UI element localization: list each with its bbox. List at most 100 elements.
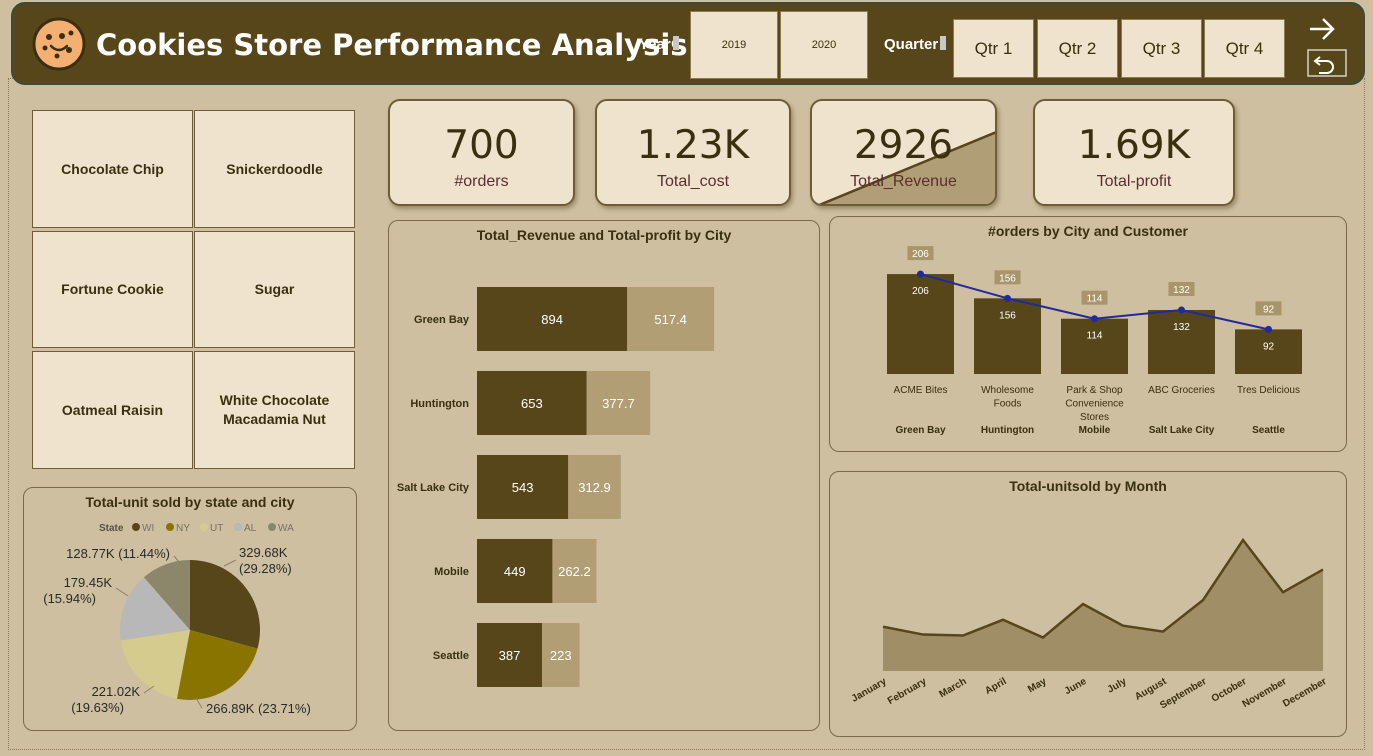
profit-bar: [568, 455, 621, 519]
line-label-bg: [907, 246, 934, 261]
pie-slice: [176, 630, 258, 700]
revenue-bar: [477, 371, 587, 435]
legend-marker: [132, 523, 140, 531]
year-2019-button[interactable]: 2019: [690, 11, 778, 79]
legend-entry: NY: [176, 523, 190, 534]
revenue-data-label: 387: [499, 648, 521, 663]
pie-leader-line: [173, 555, 181, 564]
line-label-bg: [1081, 290, 1108, 305]
product-sugar-button[interactable]: Sugar: [194, 231, 355, 348]
month-axis-label: December: [1281, 676, 1328, 710]
qtr2-button[interactable]: Qtr 2: [1037, 19, 1118, 78]
bar-data-label: 114: [1087, 331, 1103, 342]
month-axis-label: January: [850, 676, 889, 705]
orders-line-point: [1091, 315, 1098, 323]
pie-data-label: 128.77K (11.44%): [66, 546, 170, 561]
kpi-orders-value: 700: [444, 123, 519, 168]
product-white-chocolate-macadamia-button[interactable]: White Chocolate Macadamia Nut: [194, 351, 355, 469]
bar-label-bg: [1256, 338, 1281, 353]
customer-axis-label: Park & Shop: [1066, 385, 1123, 396]
pie-slice: [190, 560, 260, 649]
line-data-label: 92: [1263, 304, 1275, 315]
bar-label-bg: [995, 307, 1020, 322]
legend-entry: UT: [210, 523, 223, 534]
year-2020-button[interactable]: 2020: [780, 11, 868, 79]
bar-label-bg: [908, 283, 933, 298]
revenue-bar: [477, 287, 628, 351]
bar-data-label: 206: [912, 286, 929, 297]
pie-data-label: 266.89K (23.71%): [206, 701, 311, 716]
legend-marker: [166, 523, 174, 531]
profit-bar: [627, 287, 715, 351]
product-oatmeal-raisin-button[interactable]: Oatmeal Raisin: [32, 351, 193, 469]
page-title: Cookies Store Performance Analysis: [96, 28, 688, 62]
city-label: Green Bay: [414, 314, 470, 326]
revenue-profit-chart: Green Bay 894 517.4 Huntington 653 377.7 Salt …: [397, 287, 715, 687]
revenue-profit-chart-title: Total_Revenue and Total-profit by City: [476, 227, 732, 243]
revenue-data-label: 894: [541, 312, 563, 327]
legend-title: State: [99, 523, 124, 534]
bar-data-label: 156: [999, 310, 1016, 321]
arrow-right-icon[interactable]: [1307, 16, 1337, 42]
city-axis-label: Mobile: [1079, 425, 1111, 436]
pie-leader-line: [195, 697, 203, 709]
kpi-revenue-caption: Total_Revenue: [850, 173, 957, 190]
profit-bar: [586, 371, 651, 435]
orders-bar: [1061, 318, 1128, 374]
legend-marker: [268, 523, 276, 531]
bar-data-label: 92: [1263, 341, 1275, 352]
kpi-orders-caption: #orders: [454, 173, 509, 190]
legend-marker: [200, 523, 208, 531]
kpi-orders-card: 700 #orders: [388, 99, 575, 206]
orders-chart-panel: #orders by City and Customer 206 206 ACME …: [829, 216, 1347, 452]
legend-entry: AL: [244, 523, 257, 534]
quarter-slicer-label: Quarter: [884, 36, 947, 53]
orders-chart: 206 206 ACME Bites Green Bay 156 156 Wholesome…: [887, 246, 1302, 436]
orders-chart-title: #orders by City and Customer: [988, 223, 1188, 239]
month-axis-label: March: [937, 676, 968, 700]
month-axis-label: May: [1026, 676, 1049, 695]
product-snickerdoodle-button[interactable]: Snickerdoodle: [194, 110, 355, 228]
pie-slice: [143, 560, 190, 630]
qtr1-button[interactable]: Qtr 1: [953, 19, 1034, 78]
customer-axis-label: ACME Bites: [894, 385, 948, 396]
header-bar: Cookies Store Performance Analysis Year …: [11, 2, 1365, 85]
bar-label-bg: [1082, 327, 1107, 342]
city-label: Salt Lake City: [397, 482, 470, 494]
city-label: Seattle: [433, 650, 469, 662]
city-axis-label: Green Bay: [895, 425, 945, 436]
orders-line-point: [1265, 325, 1272, 333]
line-data-label: 156: [999, 273, 1016, 284]
pie-data-pct: (15.94%): [43, 591, 96, 606]
orders-line-point: [1004, 294, 1011, 302]
qtr4-button[interactable]: Qtr 4: [1204, 19, 1285, 78]
units-month-title: Total-unitsold by Month: [1009, 478, 1167, 494]
customer-axis-label: Foods: [994, 399, 1022, 410]
profit-data-label: 312.9: [578, 480, 611, 495]
kpi-profit-value: 1.69K: [1077, 123, 1191, 168]
city-axis-label: Salt Lake City: [1149, 425, 1215, 436]
bar-data-label: 132: [1173, 322, 1190, 333]
profit-data-label: 377.7: [602, 396, 635, 411]
line-label-bg: [994, 270, 1021, 285]
customer-axis-label: ABC Groceries: [1148, 385, 1215, 396]
units-area: [883, 539, 1323, 671]
line-label-bg: [1255, 301, 1282, 316]
line-label-bg: [1168, 281, 1195, 296]
undo-icon[interactable]: [1307, 49, 1347, 77]
product-fortune-cookie-button[interactable]: Fortune Cookie: [32, 231, 193, 348]
units-pie-chart: State WI NY UT AL WA 329.68K(29.28%) 266.89K (2…: [43, 523, 311, 716]
city-label: Mobile: [434, 566, 469, 578]
kpi-revenue-card: 2926 Total_Revenue: [810, 99, 997, 206]
year-slicer-label: Year: [639, 36, 679, 53]
pie-data-pct: (29.28%): [239, 561, 292, 576]
kpi-cost-card: 1.23K Total_cost: [595, 99, 791, 206]
revenue-profit-chart-panel: Total_Revenue and Total-profit by City G…: [388, 220, 820, 731]
month-axis-label: April: [983, 676, 1008, 697]
month-axis-label: February: [886, 676, 929, 707]
product-chocolate-chip-button[interactable]: Chocolate Chip: [32, 110, 193, 228]
qtr3-button[interactable]: Qtr 3: [1121, 19, 1202, 78]
kpi-profit-card: 1.69K Total-profit: [1033, 99, 1235, 206]
line-data-label: 206: [912, 249, 929, 260]
customer-axis-label: Stores: [1080, 412, 1109, 423]
